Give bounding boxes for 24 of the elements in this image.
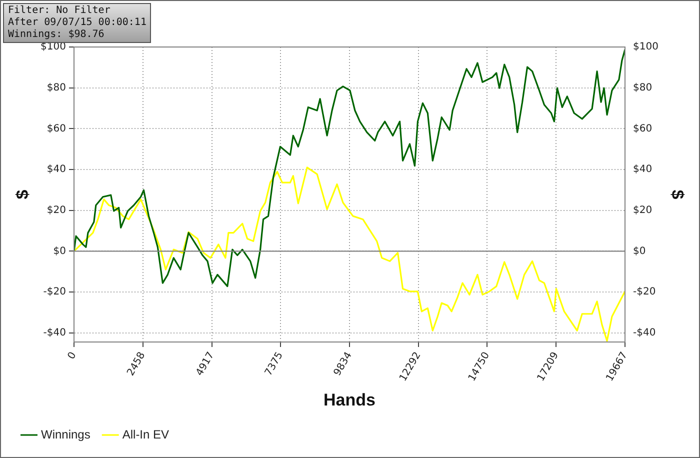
legend-label: All-In EV — [122, 427, 170, 442]
text: Filter: No Filter — [8, 5, 112, 17]
y2-tick-label: $100 — [633, 42, 658, 53]
x-tick-label: 0 — [66, 350, 79, 362]
y-tick-label: $0 — [53, 246, 66, 257]
y-tick-label: $20 — [46, 204, 66, 216]
y-tick-label: $80 — [46, 82, 66, 94]
y2-tick-label: $60 — [633, 123, 652, 134]
x-axis-title: Hands — [324, 390, 376, 410]
y2-tick-label: $0 — [633, 246, 646, 257]
y-tick-label: $60 — [46, 123, 66, 134]
y-tick-label: -$20 — [43, 286, 66, 298]
y2-axis-title: $ — [668, 190, 688, 200]
y-tick-label: -$40 — [43, 327, 66, 338]
y2-tick-label: $40 — [633, 164, 652, 176]
y-axis-title: $ — [12, 189, 32, 200]
y2-tick-label: -$20 — [633, 286, 656, 298]
y2-tick-label: $80 — [633, 82, 652, 94]
text: After 09/07/15 00:00:11 — [8, 17, 146, 29]
legend-label: Winnings — [41, 427, 90, 442]
y2-tick-label: $20 — [633, 204, 652, 216]
y2-tick-label: -$40 — [633, 327, 656, 338]
text: Winnings: $98.76 — [8, 29, 106, 41]
y-tick-label: $40 — [46, 164, 66, 176]
